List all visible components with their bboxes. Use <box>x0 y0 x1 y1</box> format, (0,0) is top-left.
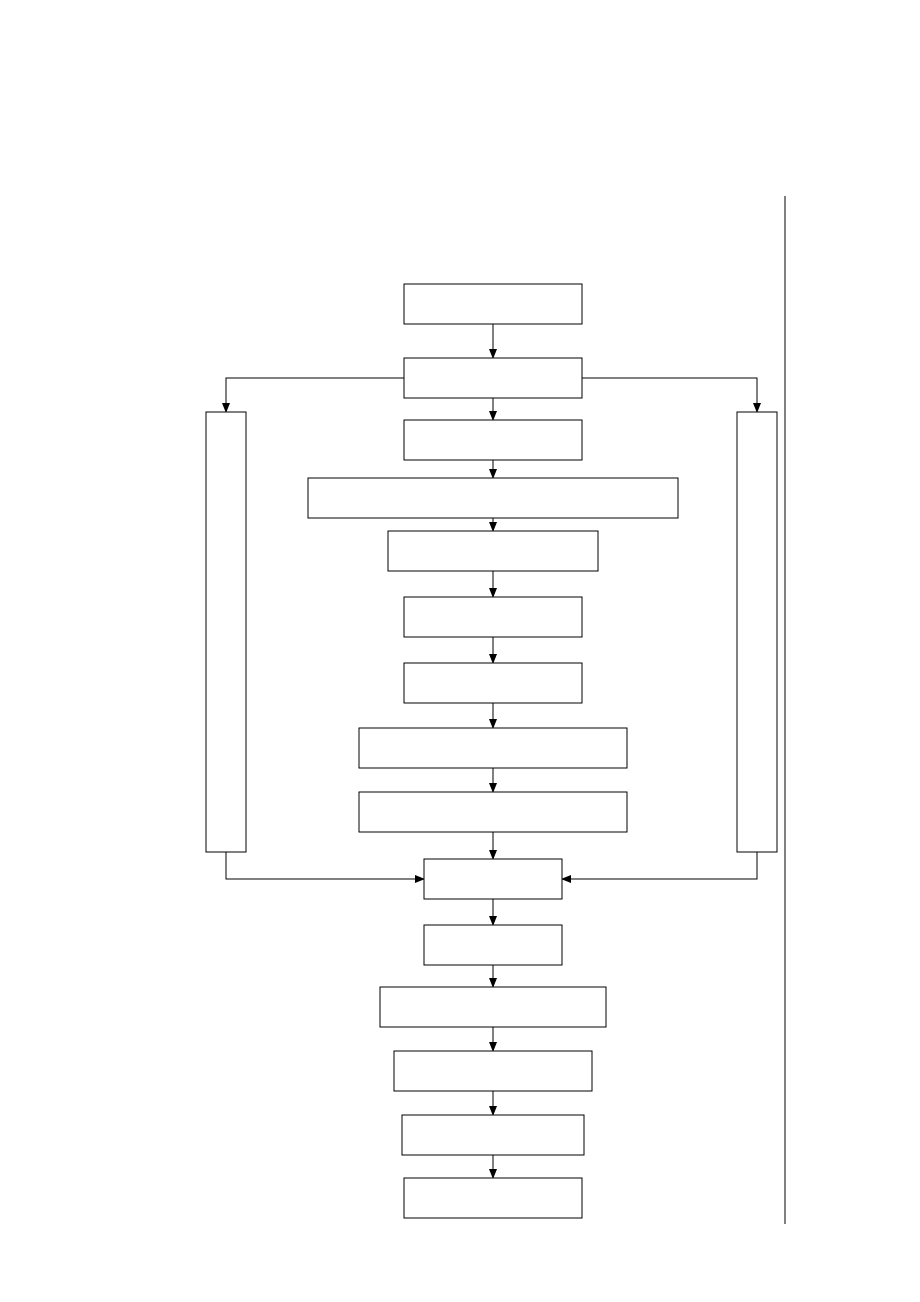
flow-node-label <box>471 675 514 690</box>
flow-node-label <box>453 804 533 819</box>
flow-node-label <box>457 999 529 1014</box>
branch-left-arrow <box>226 378 404 412</box>
flow-node-label <box>428 490 558 505</box>
merge-left-arrow <box>226 852 424 879</box>
nodes-layer <box>206 284 777 1218</box>
flow-node-label <box>468 1127 519 1142</box>
side-node-label <box>754 511 761 665</box>
flow-node-label <box>464 543 522 558</box>
flow-node-label <box>471 432 514 447</box>
side-node-label <box>223 413 230 749</box>
flow-node-label <box>464 1063 522 1078</box>
flow-node-label <box>479 871 508 886</box>
flowchart-diagram <box>0 0 920 1302</box>
flow-node-label <box>468 370 519 385</box>
flow-node-label <box>471 609 514 624</box>
flow-node-label <box>479 1190 508 1205</box>
flow-node-label <box>479 937 508 952</box>
flow-node-label <box>446 740 540 755</box>
merge-right-arrow <box>562 852 757 879</box>
flow-node-label <box>464 296 522 311</box>
branch-right-arrow <box>582 378 757 412</box>
